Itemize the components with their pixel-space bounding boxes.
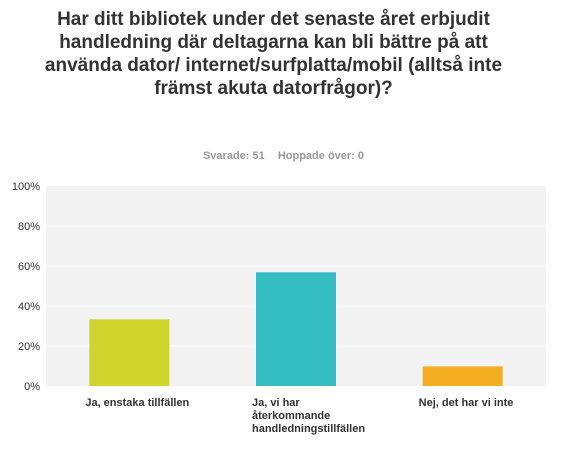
chart-title: Har ditt bibliotek under det senaste åre… <box>44 9 503 99</box>
x-tick-label: Nej, det har vi inte <box>418 397 514 409</box>
bar <box>89 319 170 386</box>
answered-value: 51 <box>252 150 265 162</box>
x-tick-label: Ja, vi har återkommande handledningstill… <box>252 397 366 435</box>
y-tick-label: 80% <box>18 221 40 233</box>
skipped-label: Hoppade över: <box>277 150 355 162</box>
skipped-value: 0 <box>357 150 365 162</box>
bar <box>256 272 336 386</box>
x-tick-label: Ja, enstaka tillfällen <box>85 397 190 409</box>
response-stats: Svarade: 51 Hoppade över: 0 <box>0 150 567 162</box>
bar <box>422 366 503 386</box>
y-tick-label: 0% <box>24 381 40 393</box>
y-tick-label: 100% <box>12 181 40 193</box>
y-tick-label: 60% <box>18 261 40 273</box>
y-tick-label: 20% <box>18 341 40 353</box>
y-tick-label: 40% <box>18 301 40 313</box>
answered-label: Svarade: <box>202 150 250 162</box>
